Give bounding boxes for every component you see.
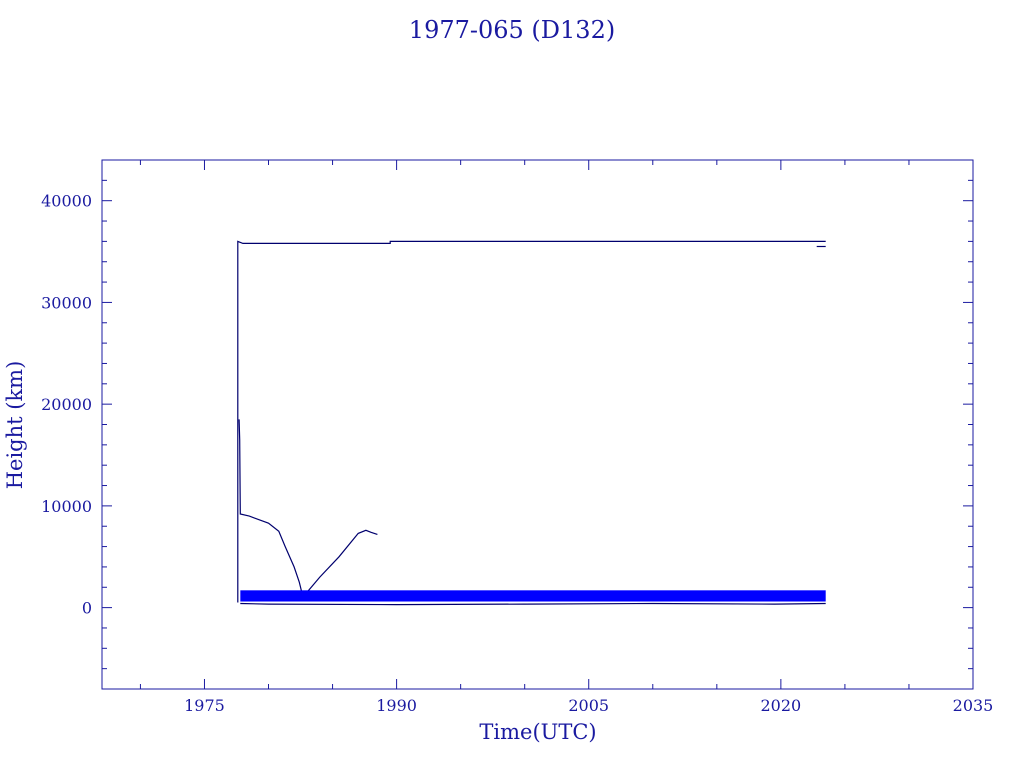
series-3-band [240,590,826,602]
y-tick-label: 0 [82,599,92,618]
series-0-line [237,240,826,603]
chart-title: 1977-065 (D132) [409,16,615,44]
x-axis-label: Time(UTC) [479,720,596,744]
x-tick-label: 2020 [761,696,802,715]
x-tick-label: 1990 [376,696,417,715]
series-2-line [238,419,378,594]
x-tick-label: 2035 [953,696,994,715]
x-tick-label: 2005 [568,696,609,715]
series-4-line [240,602,826,606]
plot-area: 1975 1990 2005 2020 2035 0 10000 20000 30000 4000… [41,159,994,715]
plot-frame [101,159,974,690]
y-tick-label: 10000 [41,497,92,516]
y-tick-label: 40000 [41,192,92,211]
y-axis-label: Height (km) [3,361,27,490]
y-tick-label: 20000 [41,395,92,414]
x-tick-label: 1975 [184,696,225,715]
y-tick-label: 30000 [41,293,92,312]
